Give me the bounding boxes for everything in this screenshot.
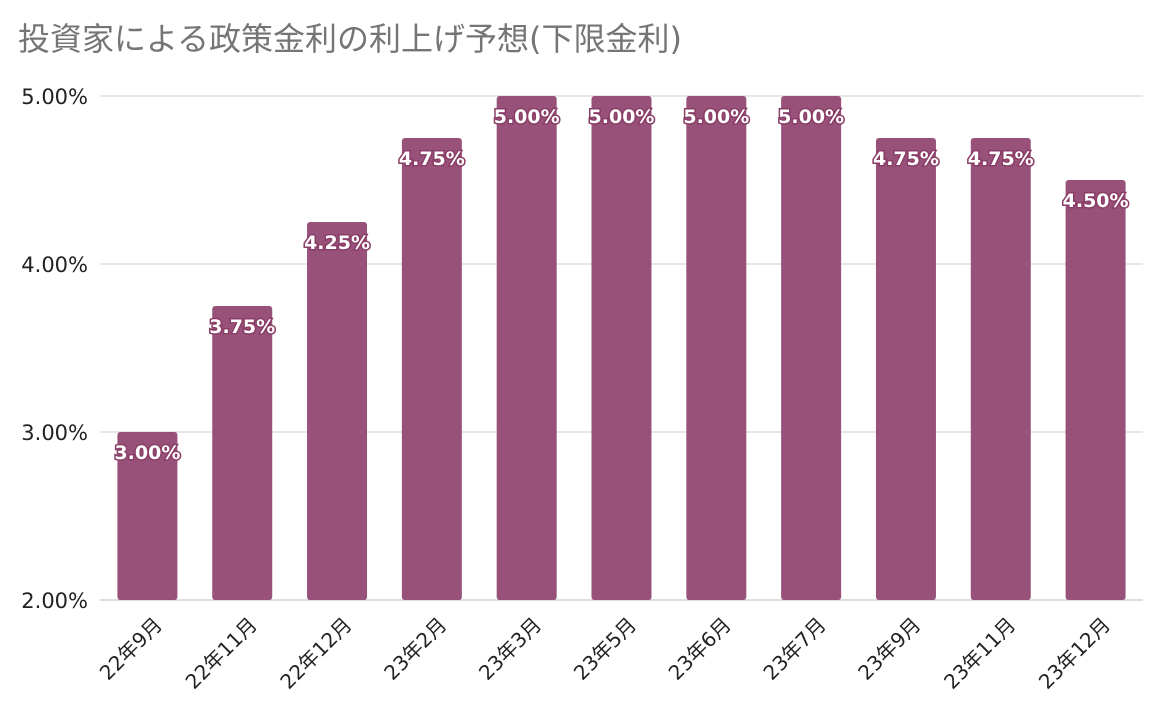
data-label: 5.00% [494, 106, 560, 128]
x-tick-label: 23年6月 [664, 613, 736, 685]
data-label: 3.75% [209, 316, 275, 338]
x-tick-label: 23年12月 [1034, 613, 1115, 694]
bar [1065, 180, 1126, 600]
bar [781, 96, 842, 600]
x-tick-label: 23年11月 [939, 613, 1020, 694]
bar [686, 96, 747, 600]
chart-title: 投資家による政策金利の利上げ予想(下限金利) [18, 20, 683, 58]
data-label: 3.00% [114, 442, 180, 464]
data-label: 5.00% [683, 106, 749, 128]
data-label: 5.00% [589, 106, 655, 128]
bar [307, 222, 368, 600]
x-tick-label: 23年2月 [379, 613, 451, 685]
bar [875, 138, 936, 600]
data-label: 4.75% [873, 148, 939, 170]
bar [591, 96, 652, 600]
bars [117, 96, 1126, 600]
y-tick-label: 5.00% [21, 85, 88, 109]
y-tick-label: 3.00% [21, 421, 88, 445]
x-axis-ticks: 22年9月 22年11月 22年12月 23年2月 23年3月 23年5月 23年6月 23年… [95, 613, 1115, 694]
x-tick-label: 23年5月 [569, 613, 641, 685]
x-tick-label: 23年7月 [758, 613, 830, 685]
bar [117, 432, 178, 600]
x-tick-label: 22年12月 [275, 613, 356, 694]
bar [496, 96, 557, 600]
bar [970, 138, 1031, 600]
x-tick-label: 22年9月 [95, 613, 167, 685]
data-label: 5.00% [778, 106, 844, 128]
x-tick-label: 23年3月 [474, 613, 546, 685]
y-tick-label: 2.00% [21, 589, 88, 613]
bar [401, 138, 462, 600]
y-tick-label: 4.00% [21, 253, 88, 277]
data-labels: 3.00% 3.75% 4.25% 4.75% 5.00% 5.00% 5.00% 5.00%… [113, 105, 1130, 466]
x-tick-label: 23年9月 [853, 613, 925, 685]
x-tick-label: 22年11月 [181, 613, 262, 694]
bar [212, 306, 273, 600]
data-label: 4.50% [1063, 190, 1129, 212]
data-label: 4.75% [968, 148, 1034, 170]
data-label: 4.25% [304, 232, 370, 254]
y-axis-ticks: 2.00% 3.00% 4.00% 5.00% [21, 85, 88, 613]
data-label: 4.75% [399, 148, 465, 170]
